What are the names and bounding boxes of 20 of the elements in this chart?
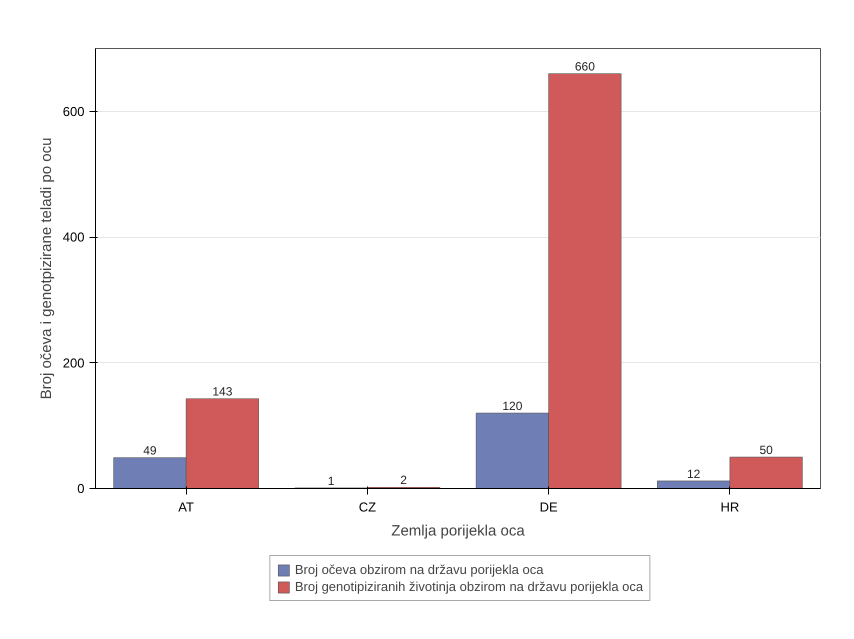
x-tick-label: DE [540,500,558,514]
y-tick-label: 0 [77,481,85,496]
data-label: 1 [328,474,335,488]
x-axis-title: Zemlja porijekla oca [391,522,526,540]
x-tick-label: AT [178,500,194,514]
legend-label: Broj očeva obzirom na državu porijekla oca [294,562,544,577]
data-label: 50 [759,443,774,458]
x-tick-label: HR [720,500,740,514]
data-label: 660 [574,60,596,74]
y-tick-label: 600 [62,104,85,119]
data-label: 49 [143,444,157,458]
data-label: 12 [686,466,701,481]
data-label: 120 [502,399,523,414]
y-tick-label: 200 [62,355,85,370]
y-axis-title: Broj očeva i genotpizirane teladi po ocu [38,138,55,400]
x-tick-label: CZ [358,500,376,514]
data-label: 143 [212,384,233,399]
data-label: 2 [400,473,408,488]
y-tick-label: 400 [62,230,85,245]
legend-label: Broj genotipiziranih životinja obzirom na državu porijekla oca [294,579,644,594]
